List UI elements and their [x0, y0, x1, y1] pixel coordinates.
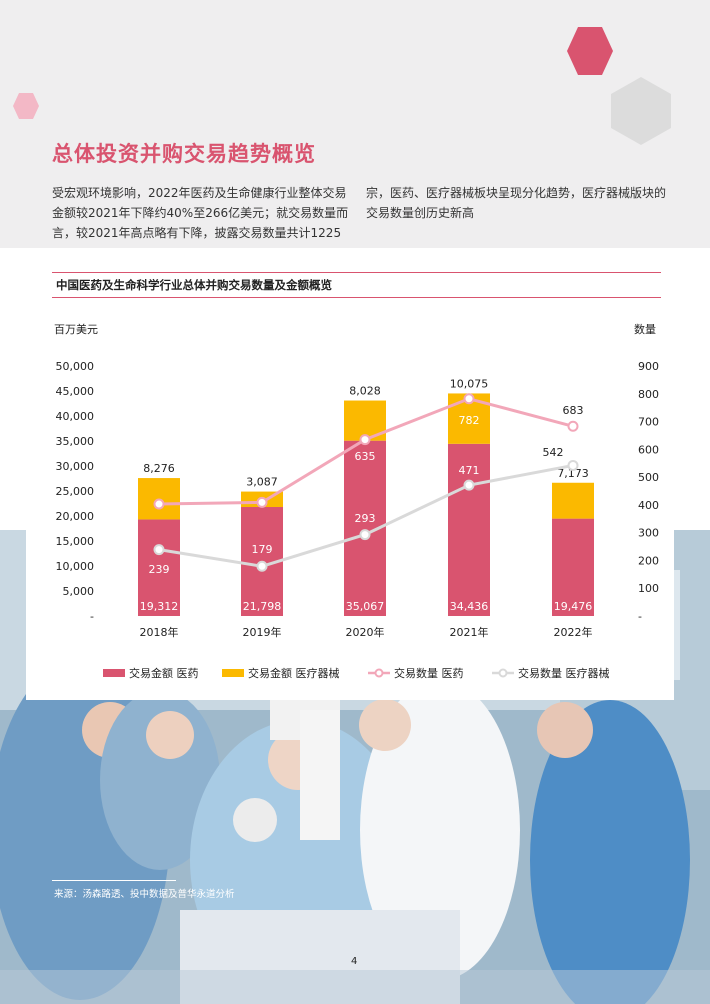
legend-marker — [374, 668, 384, 678]
bar-label-device-total: 7,173 — [557, 467, 589, 480]
line-label-pharma: 409 — [252, 426, 273, 439]
line-label-pharma: 782 — [459, 414, 480, 427]
line-device-point — [256, 560, 268, 572]
y-axis-label-right: 数量 — [634, 323, 656, 336]
y-tick-left: 45,000 — [56, 385, 95, 398]
bar-label-pharma: 19,476 — [554, 600, 593, 613]
bar-label-pharma: 21,798 — [243, 600, 282, 613]
intro-paragraph-right: 宗，医药、医疗器械板块呈现分化趋势，医疗器械版块的交易数量创历史新高 — [366, 186, 667, 220]
y-tick-left: 15,000 — [56, 535, 95, 548]
line-label-pharma: 683 — [563, 404, 584, 417]
line-pharma-point — [359, 434, 371, 446]
legend-label: 交易数量 医药 — [394, 666, 464, 680]
intro-paragraph-left: 受宏观环境影响，2022年医药及生命健康行业整体交易金额较2021年下降约40%… — [52, 186, 349, 240]
legend-label: 交易数量 医疗器械 — [518, 666, 610, 680]
bar-label-device-total: 8,028 — [349, 385, 381, 398]
x-tick-label: 2019年 — [243, 625, 282, 639]
line-label-device: 542 — [543, 446, 564, 459]
y-tick-left: - — [90, 610, 94, 623]
y-tick-right: 100 — [638, 582, 659, 595]
source-divider — [52, 880, 176, 881]
y-tick-left: 10,000 — [56, 560, 95, 573]
line-label-pharma: 403 — [149, 432, 170, 445]
y-tick-right: 600 — [638, 443, 659, 456]
line-pharma-point — [567, 420, 579, 432]
hexagon-decoration-grey — [611, 77, 671, 145]
line-device-point — [567, 459, 579, 471]
x-tick-label: 2018年 — [140, 625, 179, 639]
bar-pharma — [448, 443, 490, 616]
line-device-point — [153, 544, 165, 556]
y-tick-right: - — [638, 610, 642, 623]
bar-label-pharma: 35,067 — [346, 600, 385, 613]
y-tick-right: 400 — [638, 499, 659, 512]
legend-label: 交易金额 医药 — [129, 666, 199, 680]
line-label-device: 179 — [252, 543, 273, 556]
source-note: 来源：汤森路透、投中数据及普华永道分析 — [54, 889, 235, 900]
legend-swatch — [103, 669, 125, 677]
hexagon-decoration-pink — [13, 93, 39, 119]
line-pharma-point — [256, 496, 268, 508]
bar-device — [552, 482, 594, 519]
y-tick-right: 500 — [638, 471, 659, 484]
line-device-point — [463, 479, 475, 491]
x-tick-label: 2022年 — [554, 625, 593, 639]
x-tick-label: 2020年 — [346, 625, 385, 639]
y-tick-left: 25,000 — [56, 485, 95, 498]
y-tick-left: 40,000 — [56, 410, 95, 423]
y-tick-left: 35,000 — [56, 435, 95, 448]
legend-marker — [498, 668, 508, 678]
legend-swatch — [222, 669, 244, 677]
page-title: 总体投资并购交易趋势概览 — [52, 142, 316, 166]
y-tick-right: 900 — [638, 360, 659, 373]
y-tick-left: 20,000 — [56, 510, 95, 523]
line-label-device: 239 — [149, 563, 170, 576]
chart-title-bar: 中国医药及生命科学行业总体并购交易数量及金额概览 — [52, 272, 661, 298]
y-tick-right: 800 — [638, 388, 659, 401]
line-pharma-point — [153, 498, 165, 510]
bar-label-device-total: 10,075 — [450, 377, 489, 390]
bar-label-pharma: 19,312 — [140, 600, 179, 613]
legend-label: 交易金额 医疗器械 — [248, 666, 340, 680]
y-tick-left: 5,000 — [63, 585, 95, 598]
line-label-device: 471 — [459, 464, 480, 477]
x-tick-label: 2021年 — [450, 625, 489, 639]
bar-label-pharma: 34,436 — [450, 600, 489, 613]
bar-pharma — [138, 519, 180, 616]
y-tick-left: 50,000 — [56, 360, 95, 373]
chart-title: 中国医药及生命科学行业总体并购交易数量及金额概览 — [56, 278, 332, 292]
line-device-point — [359, 529, 371, 541]
y-tick-left: 30,000 — [56, 460, 95, 473]
line-pharma-point — [463, 393, 475, 405]
y-tick-right: 700 — [638, 416, 659, 429]
bar-label-device-total: 3,087 — [246, 476, 278, 489]
bar-label-device-total: 8,276 — [143, 462, 175, 475]
y-axis-label-left: 百万美元 — [54, 323, 98, 336]
y-tick-right: 300 — [638, 527, 659, 540]
y-tick-right: 200 — [638, 554, 659, 567]
bar-pharma — [552, 518, 594, 616]
hexagon-decoration-red — [567, 27, 613, 75]
line-label-pharma: 635 — [355, 450, 376, 463]
line-label-device: 293 — [355, 512, 376, 525]
page-number: 4 — [351, 956, 358, 967]
